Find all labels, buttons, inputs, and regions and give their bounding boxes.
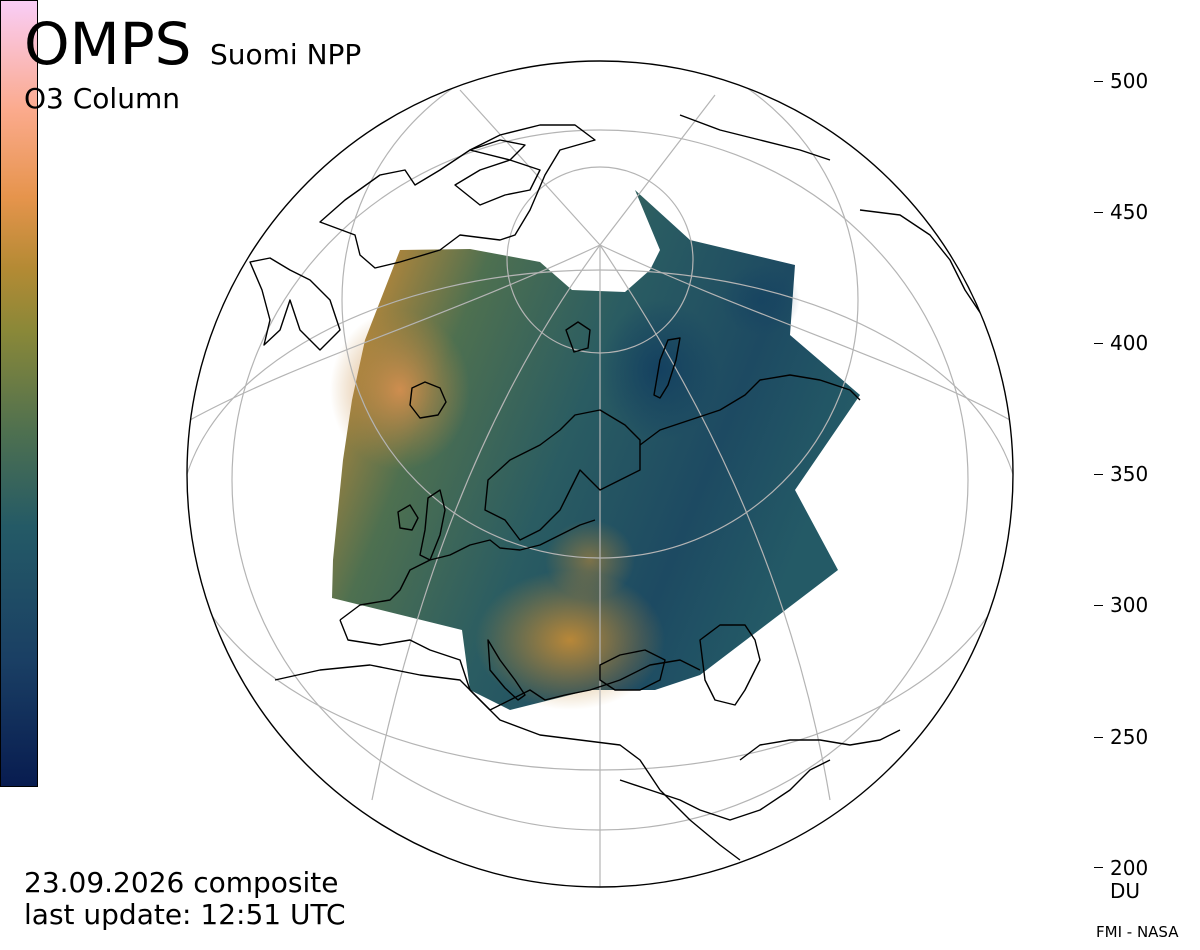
colorbar-tick-label: 300: [1110, 593, 1149, 617]
globe-outline: [186, 60, 1014, 888]
colorbar-tick-label: 400: [1110, 331, 1149, 355]
colorbar-tick: [1094, 605, 1103, 606]
ozone-swath: [330, 190, 860, 710]
colorbar-tick: [1094, 212, 1103, 213]
colorbar-tick: [1094, 343, 1103, 344]
colorbar-tick-label: 350: [1110, 462, 1149, 486]
colorbar-unit: DU: [1110, 879, 1141, 903]
colorbar-tick: [1094, 474, 1103, 475]
instrument-title: OMPS: [24, 10, 192, 78]
product-label: O3 Column: [24, 82, 180, 115]
satellite-subtitle: Suomi NPP: [210, 38, 362, 71]
colorbar-tick-label: 250: [1110, 725, 1149, 749]
last-update: last update: 12:51 UTC: [24, 898, 346, 931]
credit-label: FMI - NASA: [1096, 923, 1179, 941]
colorbar-tick: [1094, 81, 1103, 82]
colorbar: [0, 0, 38, 787]
colorbar-tick-label: 450: [1110, 200, 1149, 224]
composite-date: 23.09.2026 composite: [24, 866, 339, 899]
graticule: [187, 61, 1013, 887]
colorbar-tick-label: 500: [1110, 69, 1149, 93]
colorbar-tick: [1094, 867, 1103, 868]
colorbar-tick: [1094, 737, 1103, 738]
colorbar-tick-label: 200: [1110, 856, 1149, 880]
coastlines: [249, 114, 1001, 861]
